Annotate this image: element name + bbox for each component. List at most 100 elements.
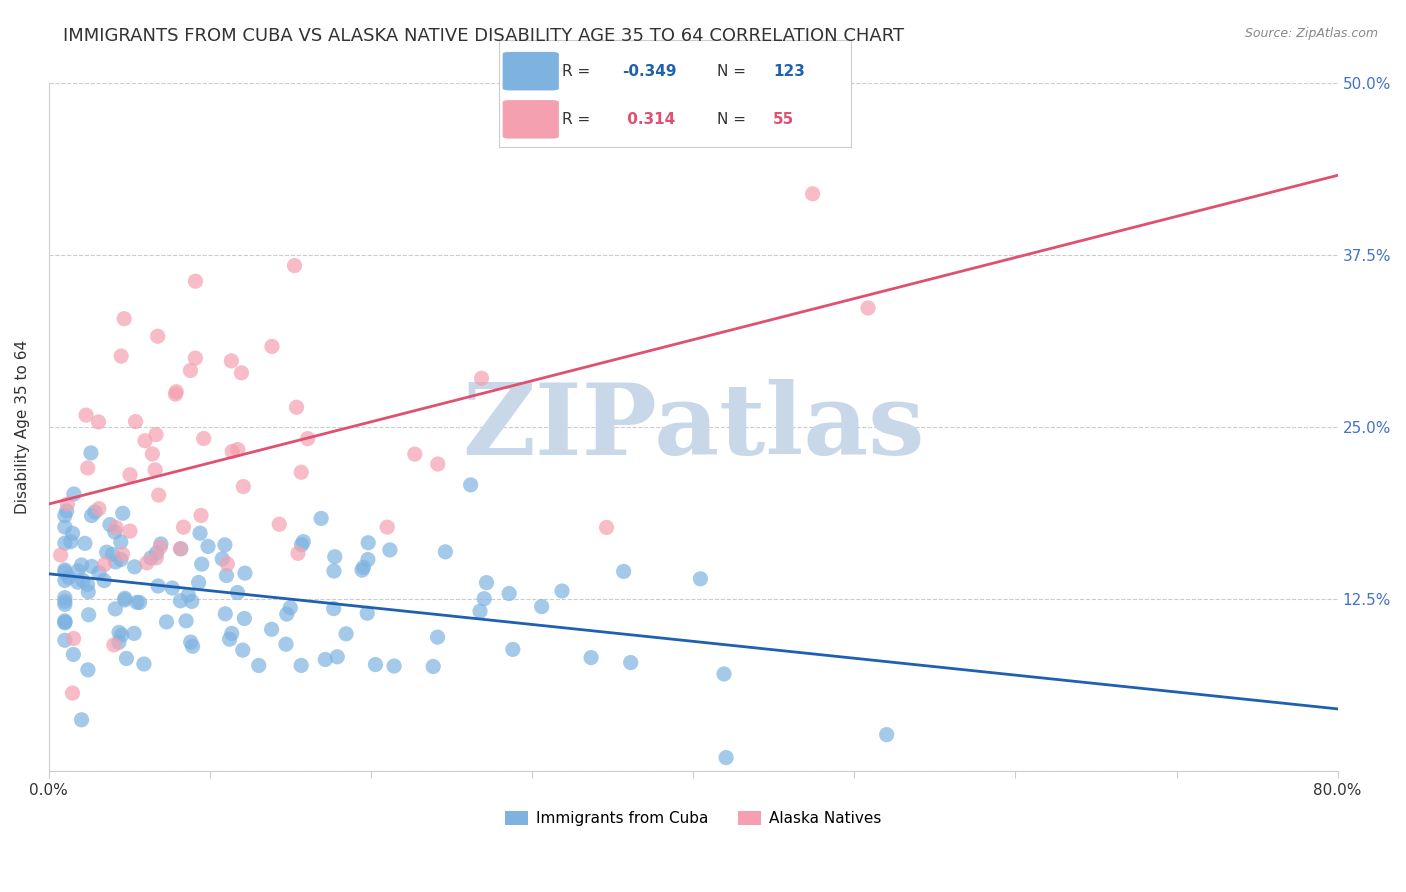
Immigrants from Cuba (132, 657, 155, 671)
Immigrants from Cuba (58, 570, 80, 584)
Immigrants from Cuba (53, 520, 76, 534)
Alaska Natives (179, 363, 201, 377)
Immigrants from Cuba (468, 604, 491, 618)
Text: Source: ZipAtlas.com: Source: ZipAtlas.com (1244, 27, 1378, 40)
Immigrants from Cuba (274, 637, 297, 651)
Immigrants from Cuba (114, 591, 136, 606)
Alaska Natives (285, 401, 308, 415)
Immigrants from Cuba (292, 534, 315, 549)
Immigrants from Cuba (53, 591, 76, 605)
Immigrants from Cuba (188, 526, 211, 541)
Alaska Natives (62, 632, 84, 646)
Immigrants from Cuba (124, 559, 146, 574)
Text: R =: R = (562, 112, 596, 127)
Alaska Natives (93, 558, 115, 572)
Immigrants from Cuba (77, 663, 100, 677)
Immigrants from Cuba (63, 487, 86, 501)
Immigrants from Cuba (187, 575, 209, 590)
Immigrants from Cuba (214, 607, 236, 621)
Alaska Natives (143, 463, 166, 477)
Immigrants from Cuba (111, 506, 134, 520)
Immigrants from Cuba (472, 591, 495, 606)
Alaska Natives (134, 434, 156, 448)
Alaska Natives (221, 354, 243, 368)
Immigrants from Cuba (353, 560, 375, 574)
Immigrants from Cuba (111, 628, 134, 642)
Immigrants from Cuba (146, 579, 169, 593)
Text: IMMIGRANTS FROM CUBA VS ALASKA NATIVE DISABILITY AGE 35 TO 64 CORRELATION CHART: IMMIGRANTS FROM CUBA VS ALASKA NATIVE DI… (63, 27, 904, 45)
Alaska Natives (148, 488, 170, 502)
Immigrants from Cuba (551, 584, 574, 599)
Immigrants from Cuba (139, 551, 162, 566)
Immigrants from Cuba (364, 657, 387, 672)
Immigrants from Cuba (59, 534, 82, 549)
Immigrants from Cuba (233, 566, 256, 581)
Alaska Natives (149, 540, 172, 554)
Alaska Natives (287, 546, 309, 560)
Immigrants from Cuba (62, 526, 84, 541)
Immigrants from Cuba (226, 585, 249, 599)
Alaska Natives (87, 415, 110, 429)
Alaska Natives (76, 461, 98, 475)
Immigrants from Cuba (53, 594, 76, 608)
Immigrants from Cuba (309, 511, 332, 525)
Immigrants from Cuba (221, 626, 243, 640)
Immigrants from Cuba (689, 572, 711, 586)
Alaska Natives (124, 415, 146, 429)
Immigrants from Cuba (72, 574, 94, 588)
Immigrants from Cuba (80, 559, 103, 574)
Immigrants from Cuba (104, 555, 127, 569)
Immigrants from Cuba (53, 565, 76, 579)
Immigrants from Cuba (155, 615, 177, 629)
Immigrants from Cuba (260, 622, 283, 636)
Immigrants from Cuba (876, 728, 898, 742)
FancyBboxPatch shape (503, 100, 560, 138)
Immigrants from Cuba (180, 594, 202, 608)
Immigrants from Cuba (278, 600, 301, 615)
Alaska Natives (217, 557, 239, 571)
Alaska Natives (146, 329, 169, 343)
Immigrants from Cuba (76, 577, 98, 591)
Immigrants from Cuba (233, 611, 256, 625)
Alaska Natives (75, 408, 97, 422)
Text: 55: 55 (773, 112, 794, 127)
Immigrants from Cuba (181, 640, 204, 654)
Immigrants from Cuba (114, 593, 136, 607)
Immigrants from Cuba (66, 575, 89, 590)
Immigrants from Cuba (108, 625, 131, 640)
Alaska Natives (801, 186, 824, 201)
Immigrants from Cuba (290, 658, 312, 673)
Immigrants from Cuba (77, 607, 100, 622)
Immigrants from Cuba (460, 478, 482, 492)
Immigrants from Cuba (378, 543, 401, 558)
Immigrants from Cuba (434, 545, 457, 559)
Alaska Natives (103, 638, 125, 652)
Immigrants from Cuba (110, 552, 132, 566)
Immigrants from Cuba (180, 635, 202, 649)
Immigrants from Cuba (169, 594, 191, 608)
Immigrants from Cuba (314, 652, 336, 666)
Immigrants from Cuba (53, 615, 76, 630)
Alaska Natives (184, 351, 207, 365)
Immigrants from Cuba (177, 588, 200, 602)
Immigrants from Cuba (110, 534, 132, 549)
Immigrants from Cuba (70, 558, 93, 572)
Alaska Natives (260, 339, 283, 353)
Immigrants from Cuba (98, 517, 121, 532)
Alaska Natives (221, 444, 243, 458)
Alaska Natives (297, 432, 319, 446)
Text: R =: R = (562, 63, 596, 78)
Immigrants from Cuba (276, 607, 298, 621)
Immigrants from Cuba (162, 581, 184, 595)
Alaska Natives (226, 442, 249, 457)
Immigrants from Cuba (53, 633, 76, 648)
Immigrants from Cuba (125, 595, 148, 609)
Alaska Natives (172, 520, 194, 534)
Alaska Natives (375, 520, 398, 534)
Alaska Natives (193, 432, 215, 446)
Alaska Natives (62, 686, 84, 700)
Immigrants from Cuba (53, 563, 76, 577)
Alaska Natives (112, 311, 135, 326)
Text: 0.314: 0.314 (621, 112, 675, 127)
Alaska Natives (184, 274, 207, 288)
